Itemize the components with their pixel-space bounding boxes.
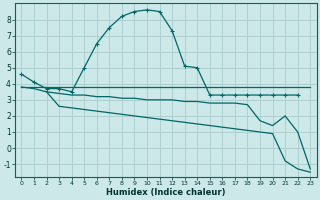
- X-axis label: Humidex (Indice chaleur): Humidex (Indice chaleur): [106, 188, 226, 197]
